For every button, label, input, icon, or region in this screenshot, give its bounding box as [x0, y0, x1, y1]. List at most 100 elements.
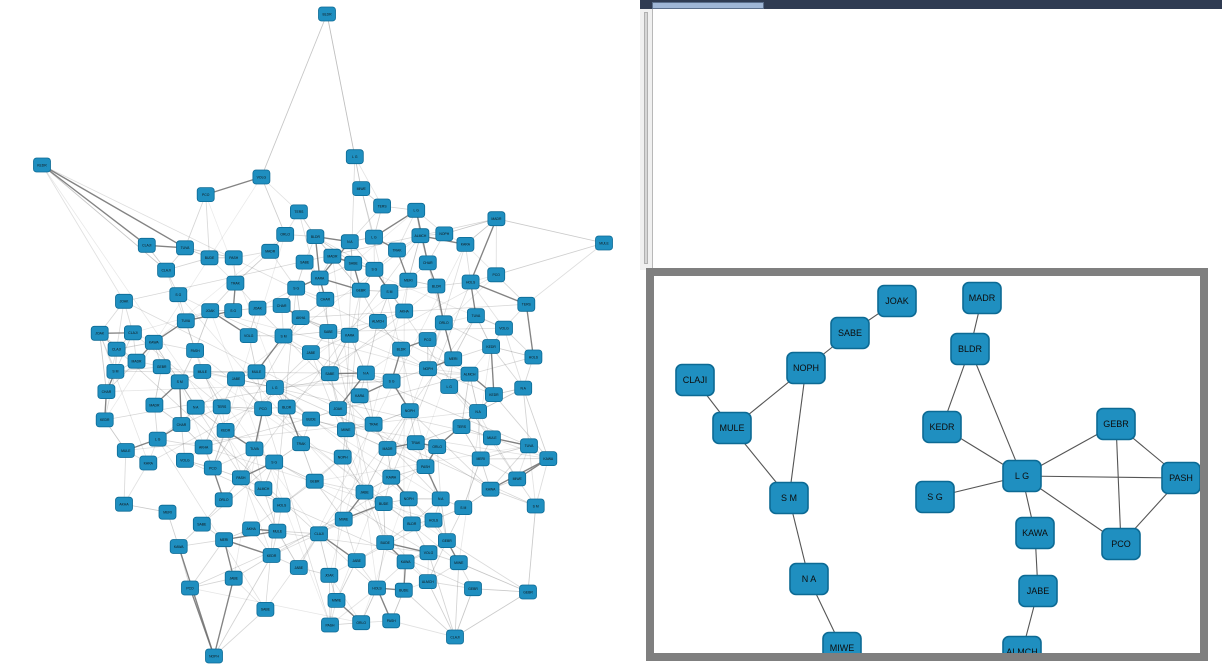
sub-network-node[interactable]: NOPH	[786, 351, 826, 385]
main-network-edge[interactable]	[345, 156, 356, 430]
main-network-node[interactable]: BUDE	[302, 411, 321, 427]
main-network-node[interactable]: ORLO	[352, 615, 371, 631]
main-network-node[interactable]: GEBR	[464, 581, 482, 597]
main-network-edge[interactable]	[203, 356, 534, 448]
main-network-edge[interactable]	[213, 555, 272, 657]
main-network-node[interactable]: SABE	[319, 324, 338, 339]
main-network-node[interactable]: S G	[169, 287, 188, 303]
main-network-node[interactable]: KAWA	[169, 539, 188, 554]
main-network-node[interactable]: S M	[454, 500, 473, 516]
main-network-node[interactable]: CLAJI	[446, 629, 464, 645]
sub-network-edge[interactable]	[1115, 423, 1122, 545]
main-network-node[interactable]: GEBR	[437, 533, 456, 548]
main-network-edge[interactable]	[427, 581, 456, 638]
sub-network-node[interactable]: N A	[789, 562, 829, 596]
main-network-edge[interactable]	[261, 176, 286, 235]
main-network-edge[interactable]	[41, 164, 470, 375]
main-network-node[interactable]: JABE	[355, 484, 374, 500]
main-network-edge[interactable]	[527, 505, 537, 593]
sub-network-node[interactable]: JABE	[1018, 574, 1058, 608]
main-network-edge[interactable]	[189, 587, 362, 624]
main-network-node[interactable]: VOLG	[252, 169, 271, 185]
main-network-edge[interactable]	[235, 378, 530, 447]
sub-network-node[interactable]: GEBR	[1096, 407, 1136, 441]
main-network-edge[interactable]	[115, 371, 470, 375]
main-network-edge[interactable]	[535, 458, 549, 507]
main-network-node[interactable]: ORLO	[434, 315, 453, 331]
sub-network-node[interactable]: PCO	[1101, 527, 1141, 561]
main-network-edge[interactable]	[125, 411, 479, 451]
main-network-node[interactable]: JABE	[301, 345, 320, 361]
main-network-edge[interactable]	[436, 446, 442, 499]
main-network-node[interactable]: SABE	[295, 254, 314, 270]
main-network-node[interactable]: CHAR	[418, 255, 437, 271]
main-network-edge[interactable]	[116, 301, 125, 350]
main-network-node[interactable]: HOLS	[524, 349, 543, 365]
main-network-node[interactable]: MIWE	[336, 422, 355, 438]
main-network-edge[interactable]	[106, 380, 392, 392]
main-network-edge[interactable]	[310, 352, 386, 543]
main-network-edge[interactable]	[240, 235, 421, 479]
main-network-edge[interactable]	[326, 13, 356, 157]
main-network-node[interactable]: L G	[440, 379, 459, 394]
sub-network-node[interactable]: KEDR	[922, 410, 962, 444]
main-network-node[interactable]: ORLO	[428, 439, 447, 455]
main-network-edge[interactable]	[300, 303, 527, 318]
main-network-edge[interactable]	[99, 333, 107, 392]
main-network-edge[interactable]	[99, 333, 378, 589]
main-network-node[interactable]: MERI	[158, 504, 177, 520]
main-network-node[interactable]: TUVA	[176, 313, 195, 329]
main-network-node[interactable]: KARA	[340, 327, 359, 343]
main-network-node[interactable]: CHAR	[272, 298, 291, 313]
main-network-edge[interactable]	[221, 406, 549, 459]
table-vertical-scrollbar[interactable]	[640, 9, 653, 270]
main-network-node[interactable]: PASH	[416, 459, 435, 475]
sub-network-canvas[interactable]: JOAK SABE NOPH CLAJI MULE S M N A MIWE MADR BLDR K…	[654, 276, 1200, 653]
main-network-edge[interactable]	[477, 411, 482, 459]
main-network-node[interactable]: BLDR	[427, 278, 446, 294]
main-network-node[interactable]: TERS	[452, 419, 471, 435]
main-network-node[interactable]: KAWA	[539, 451, 558, 467]
main-network-edge[interactable]	[356, 519, 434, 561]
main-network-edge[interactable]	[526, 242, 605, 305]
main-network-node[interactable]: GEBR	[519, 584, 537, 600]
main-network-edge[interactable]	[403, 589, 456, 638]
main-network-edge[interactable]	[132, 310, 211, 334]
main-network-edge[interactable]	[184, 194, 207, 248]
main-network-node[interactable]: VOLG	[239, 328, 258, 344]
main-network-node[interactable]: TRAK	[292, 436, 311, 452]
sub-network-node[interactable]: BLDR	[950, 332, 990, 366]
main-network-edge[interactable]	[210, 310, 429, 370]
main-network-node[interactable]: BLDR	[306, 229, 325, 245]
main-network-node[interactable]: PCO	[418, 332, 437, 347]
main-network-node[interactable]: BLDR	[277, 399, 296, 415]
main-network-node[interactable]: JABE	[347, 553, 366, 568]
main-network-edge[interactable]	[522, 388, 530, 446]
main-network-edge[interactable]	[470, 281, 505, 329]
main-network-canvas[interactable]: BLDR KEDR MULE NOPH CLAJI GEBR PASH PCO S M N A MI…	[0, 0, 640, 669]
sub-network-node[interactable]: JOAK	[877, 284, 917, 318]
main-network-node[interactable]: MERI	[471, 451, 490, 467]
main-network-node[interactable]: KAWA	[144, 334, 163, 350]
main-network-edge[interactable]	[365, 372, 375, 425]
main-network-node[interactable]: PASH	[321, 617, 339, 633]
sub-network-edge[interactable]	[1021, 475, 1182, 479]
table-tab[interactable]	[652, 2, 764, 9]
main-network-edge[interactable]	[470, 281, 527, 305]
main-network-node[interactable]: MERI	[444, 351, 463, 367]
main-network-node[interactable]: PCO	[254, 401, 273, 417]
sub-network-node[interactable]: MULE	[712, 411, 752, 445]
main-network-edge[interactable]	[407, 235, 421, 281]
main-network-node[interactable]: TRAK	[406, 435, 425, 451]
main-network-node[interactable]: JABE	[224, 570, 243, 586]
main-network-node[interactable]: JOAK	[90, 325, 109, 341]
main-network-node[interactable]: ALMCH	[368, 313, 387, 329]
main-network-node[interactable]: CLAJI	[107, 341, 126, 357]
main-network-node[interactable]: GEBR	[152, 359, 171, 375]
main-network-node[interactable]: L G	[407, 202, 426, 218]
main-network-node[interactable]: CLAJI	[137, 237, 156, 253]
main-network-node[interactable]: MULE	[268, 523, 287, 539]
main-network-edge[interactable]	[365, 321, 379, 374]
main-network-node[interactable]: S G	[382, 373, 401, 389]
main-network-node[interactable]: NOPH	[333, 449, 352, 465]
